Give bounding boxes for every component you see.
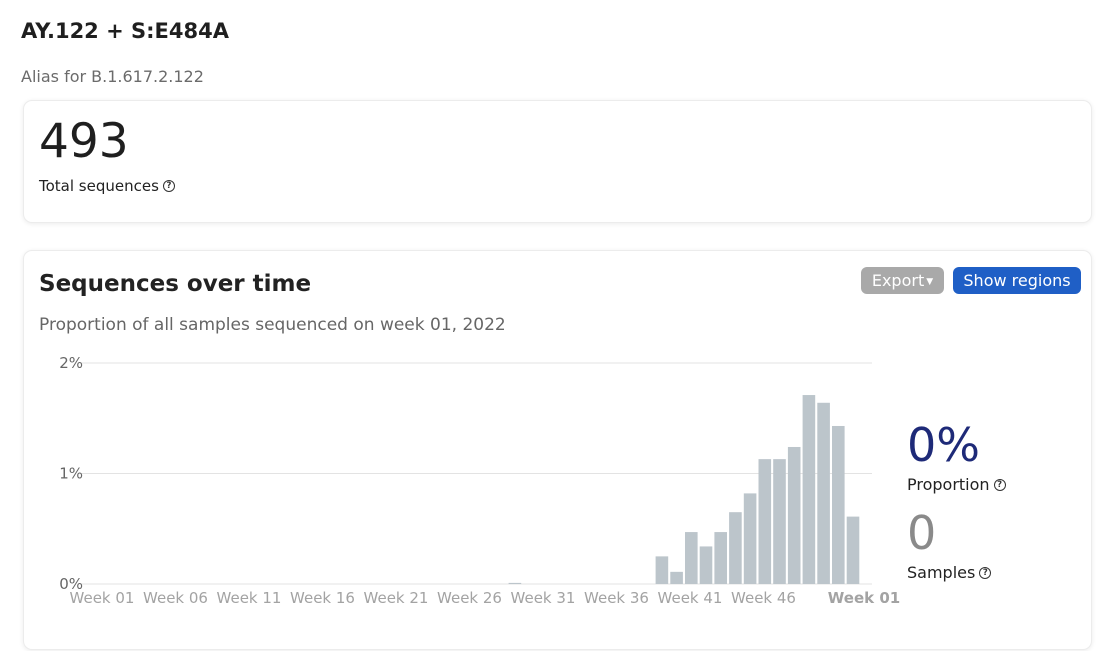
bar-W39[interactable] — [655, 556, 669, 584]
y-tick-label: 0% — [59, 575, 83, 593]
bar-W45[interactable] — [743, 493, 757, 584]
sequences-over-time-card: Sequences over time Proportion of all sa… — [23, 250, 1092, 650]
help-icon[interactable]: ? — [162, 180, 175, 192]
x-tick-label: Week 11 — [217, 589, 282, 607]
x-tick-label: Week 46 — [731, 589, 796, 607]
samples-value: 0 — [907, 506, 937, 560]
total-sequences-card: 493 Total sequences? — [23, 100, 1092, 223]
lineage-alias: Alias for B.1.617.2.122 — [21, 67, 204, 86]
total-sequences-label: Total sequences? — [39, 177, 175, 195]
bar-W50[interactable] — [817, 402, 830, 584]
y-tick-label: 2% — [59, 354, 83, 372]
bar-W47[interactable] — [773, 459, 786, 584]
sequences-bar-chart: 0% 1% 2% Week 01 Week 06 Week 11 Week 16 Week 2… — [59, 354, 900, 607]
bar-W48[interactable] — [787, 446, 801, 584]
x-tick-label-current: Week 01 — [828, 589, 900, 607]
show-regions-button[interactable]: Show regions — [953, 267, 1081, 294]
bar-W29[interactable] — [508, 582, 522, 584]
proportion-label-text: Proportion — [907, 475, 990, 494]
total-sequences-label-text: Total sequences — [39, 177, 159, 195]
bar-W40[interactable] — [670, 571, 683, 584]
bar-W42[interactable] — [699, 546, 713, 584]
x-tick-label: Week 31 — [511, 589, 576, 607]
chevron-down-icon: ▼ — [926, 277, 934, 287]
chart-title: Sequences over time — [39, 271, 312, 297]
proportion-label: Proportion? — [907, 475, 1006, 494]
x-tick-label: Week 26 — [437, 589, 502, 607]
samples-label: Samples? — [907, 563, 992, 582]
help-icon[interactable]: ? — [993, 479, 1006, 491]
bar-W52[interactable] — [846, 516, 860, 584]
x-tick-label: Week 36 — [584, 589, 649, 607]
help-icon[interactable]: ? — [979, 567, 992, 579]
total-sequences-value: 493 — [39, 114, 129, 169]
bar-W46[interactable] — [758, 459, 772, 584]
samples-label-text: Samples — [907, 563, 976, 582]
x-tick-label: Week 16 — [290, 589, 355, 607]
export-button[interactable]: Export ▼ — [861, 267, 944, 294]
x-tick-label: Week 01 — [70, 589, 135, 607]
lineage-title: AY.122 + S:E484A — [21, 19, 229, 43]
chart-subtitle: Proportion of all samples sequenced on w… — [39, 315, 506, 335]
bar-W49[interactable] — [802, 395, 816, 584]
bar-W44[interactable] — [729, 512, 742, 584]
export-label: Export — [871, 271, 925, 290]
bar-W43[interactable] — [714, 532, 727, 584]
x-tick-label: Week 21 — [364, 589, 429, 607]
bar-W51[interactable] — [832, 425, 845, 584]
y-tick-label: 1% — [59, 465, 83, 483]
x-tick-label: Week 06 — [143, 589, 208, 607]
x-tick-label: Week 41 — [658, 589, 723, 607]
bar-W41[interactable] — [685, 532, 698, 584]
proportion-value: 0% — [907, 418, 980, 472]
